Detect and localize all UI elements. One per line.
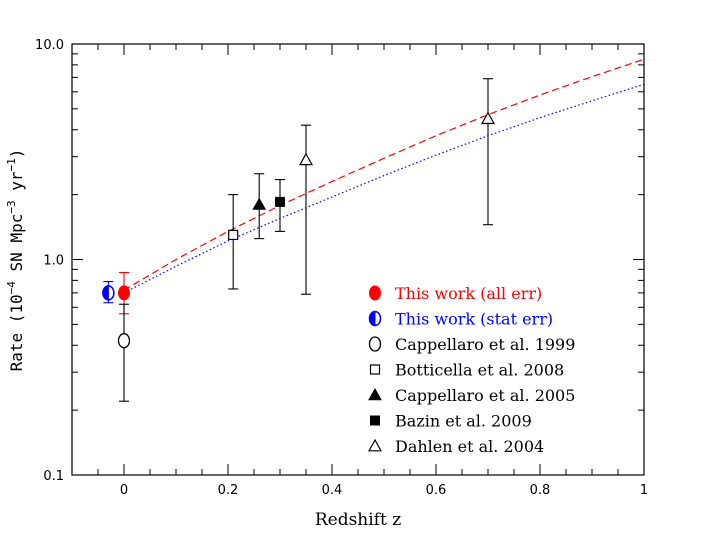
- data-point: [480, 111, 496, 125]
- legend-marker: [370, 415, 380, 426]
- legend-label: Cappellaro et al. 1999: [395, 335, 575, 354]
- dotted-model-curve: [123, 83, 645, 294]
- legend-label: Dahlen et al. 2004: [395, 437, 544, 456]
- data-point: [228, 229, 239, 241]
- x-axis-label: Redshift z: [315, 510, 401, 530]
- x-tick-label: 0.8: [530, 483, 551, 498]
- x-tick-label: 0.4: [322, 483, 343, 498]
- legend-marker: [367, 438, 383, 452]
- y-label-text: Rate (10: [7, 294, 26, 371]
- legend-label: Botticella et al. 2008: [395, 361, 564, 380]
- y-axis-label: Rate (10−4 SN Mpc−3 yr−1): [5, 149, 26, 372]
- data-point: [118, 285, 130, 301]
- data-point: [275, 196, 285, 207]
- y-label-text: ): [7, 149, 26, 159]
- data-point: [117, 333, 131, 349]
- legend-label: This work (stat err): [395, 310, 553, 329]
- x-tick-label: 1: [640, 483, 648, 498]
- plot-frame: [71, 43, 645, 476]
- legend-label: Bazin et al. 2009: [395, 412, 532, 431]
- x-tick-label: 0: [120, 483, 128, 498]
- y-tick-label: 1.0: [43, 254, 64, 269]
- data-point: [252, 197, 267, 210]
- y-label-text: yr: [7, 171, 26, 200]
- legend-marker: [369, 364, 381, 375]
- x-tick-label: 0.6: [426, 483, 447, 498]
- model-curves: [123, 58, 645, 294]
- y-tick-label: 10.0: [35, 38, 64, 53]
- legend-marker: [368, 387, 382, 401]
- dashed-model-curve: [123, 58, 645, 291]
- y-label-text: SN Mpc: [7, 214, 26, 281]
- legend-marker: [368, 336, 382, 352]
- y-axis-ticks: 0.1 1.0 10.0: [35, 38, 644, 484]
- legend: This work (all err) This work (stat err) C…: [367, 284, 575, 456]
- data-point-fill: [102, 285, 109, 301]
- data-points: [102, 78, 496, 402]
- legend-marker-fill: [369, 310, 376, 327]
- legend-label: Cappellaro et al. 2005: [395, 386, 575, 405]
- x-axis-ticks: 0 0.2 0.4 0.6 0.8 1: [71, 44, 648, 498]
- y-label-exponent: −4: [5, 281, 18, 295]
- x-tick-label: 0.2: [218, 483, 239, 498]
- legend-label: This work (all err): [395, 284, 542, 303]
- legend-marker: [369, 285, 381, 301]
- data-point: [298, 152, 314, 166]
- y-label-exponent: −1: [5, 158, 18, 171]
- y-label-exponent: −3: [5, 200, 18, 213]
- y-tick-label: 0.1: [43, 469, 64, 484]
